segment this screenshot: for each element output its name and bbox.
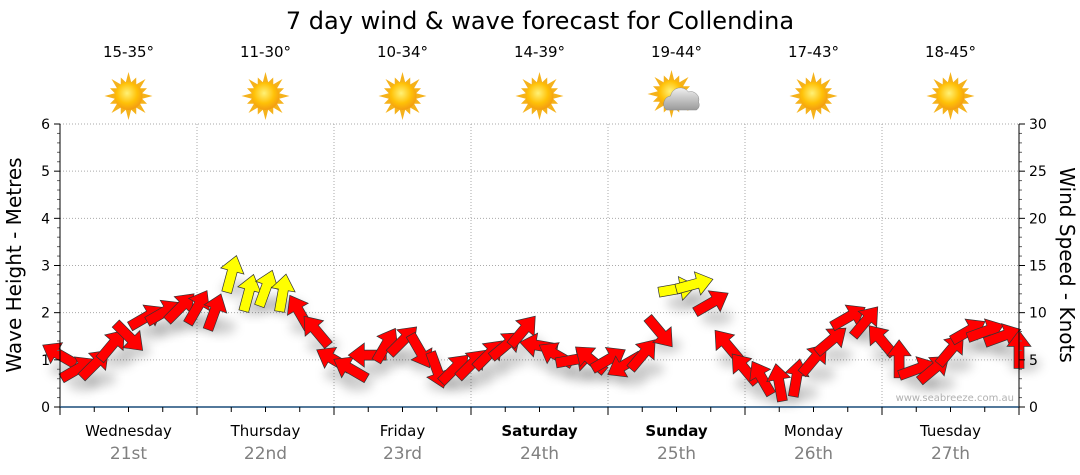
left-tick-label: 5: [41, 164, 50, 180]
right-tick-label: 10: [1029, 306, 1047, 322]
wind-arrow: [111, 319, 144, 351]
wind-arrow: [454, 350, 486, 382]
day-date: 26th: [794, 444, 833, 464]
watermark: www.seabreeze.com.au: [896, 393, 1014, 404]
wind-arrow: [643, 314, 673, 348]
day-temperature: 14-39°: [514, 43, 565, 61]
sun-icon: [378, 72, 427, 120]
wind-arrow: [270, 273, 296, 313]
right-tick-label: 15: [1029, 259, 1047, 275]
day-name: Monday: [784, 422, 843, 440]
day-temperature: 15-35°: [103, 43, 154, 61]
wind-arrow: [749, 360, 776, 398]
day-name: Sunday: [645, 422, 708, 440]
wind-arrow: [95, 329, 125, 364]
left-tick-label: 4: [41, 211, 50, 227]
day-date: 22nd: [244, 444, 287, 464]
day-name: Thursday: [230, 422, 301, 440]
day-date: 27th: [931, 444, 970, 464]
left-tick-label: 1: [41, 353, 50, 369]
day-temperature: 10-34°: [377, 43, 428, 61]
wind-arrow: [692, 290, 729, 318]
day-date: 25th: [657, 444, 696, 464]
day-temperature: 11-30°: [240, 43, 291, 61]
arrow-shadow: [495, 351, 528, 368]
right-tick-label: 0: [1029, 400, 1038, 416]
day-date: 24th: [520, 444, 559, 464]
arrow-shadow: [923, 375, 956, 392]
day-date: 23rd: [383, 444, 422, 464]
left-tick-label: 2: [41, 306, 50, 322]
day-temperature: 19-44°: [651, 43, 702, 61]
left-tick-label: 3: [41, 259, 50, 275]
wind-arrow: [626, 339, 656, 373]
wind-arrow: [303, 315, 333, 349]
wind-arrow: [219, 255, 245, 295]
wind-arrow: [405, 331, 433, 369]
arrow-shadow: [820, 346, 853, 363]
wind-arrow: [202, 293, 228, 332]
right-tick-label: 30: [1029, 117, 1047, 133]
day-name: Tuesday: [919, 422, 981, 440]
arrow-shadow: [700, 309, 733, 326]
arrow-shadow: [84, 370, 117, 387]
wind-arrow: [849, 306, 879, 340]
day-temperature: 17-43°: [788, 43, 839, 61]
wind-arrow: [674, 271, 714, 296]
sun-icon: [515, 72, 564, 120]
wind-arrow: [183, 290, 210, 327]
day-date: 21st: [110, 444, 147, 464]
sun-icon: [104, 72, 153, 120]
wind-arrow: [766, 363, 792, 403]
right-tick-label: 5: [1029, 353, 1038, 369]
partly-cloudy-icon: [647, 70, 700, 118]
right-axis-label: Wind Speed - Knots: [1055, 167, 1079, 363]
right-tick-label: 20: [1029, 211, 1047, 227]
sun-icon: [926, 72, 975, 120]
day-name: Saturday: [501, 422, 578, 440]
right-tick-label: 25: [1029, 164, 1047, 180]
sun-icon: [789, 72, 838, 120]
left-tick-label: 6: [41, 117, 50, 133]
left-tick-label: 0: [41, 400, 50, 416]
left-axis-label: Wave Height - Metres: [2, 157, 26, 372]
sun-icon: [241, 72, 290, 120]
wind-arrow: [886, 339, 912, 379]
chart-title: 7 day wind & wave forecast for Collendin…: [286, 7, 794, 35]
wind-arrow: [813, 327, 847, 357]
day-name: Friday: [380, 422, 426, 440]
day-temperature: 18-45°: [925, 43, 976, 61]
day-name: Wednesday: [85, 422, 172, 440]
wind-arrow: [347, 342, 387, 368]
